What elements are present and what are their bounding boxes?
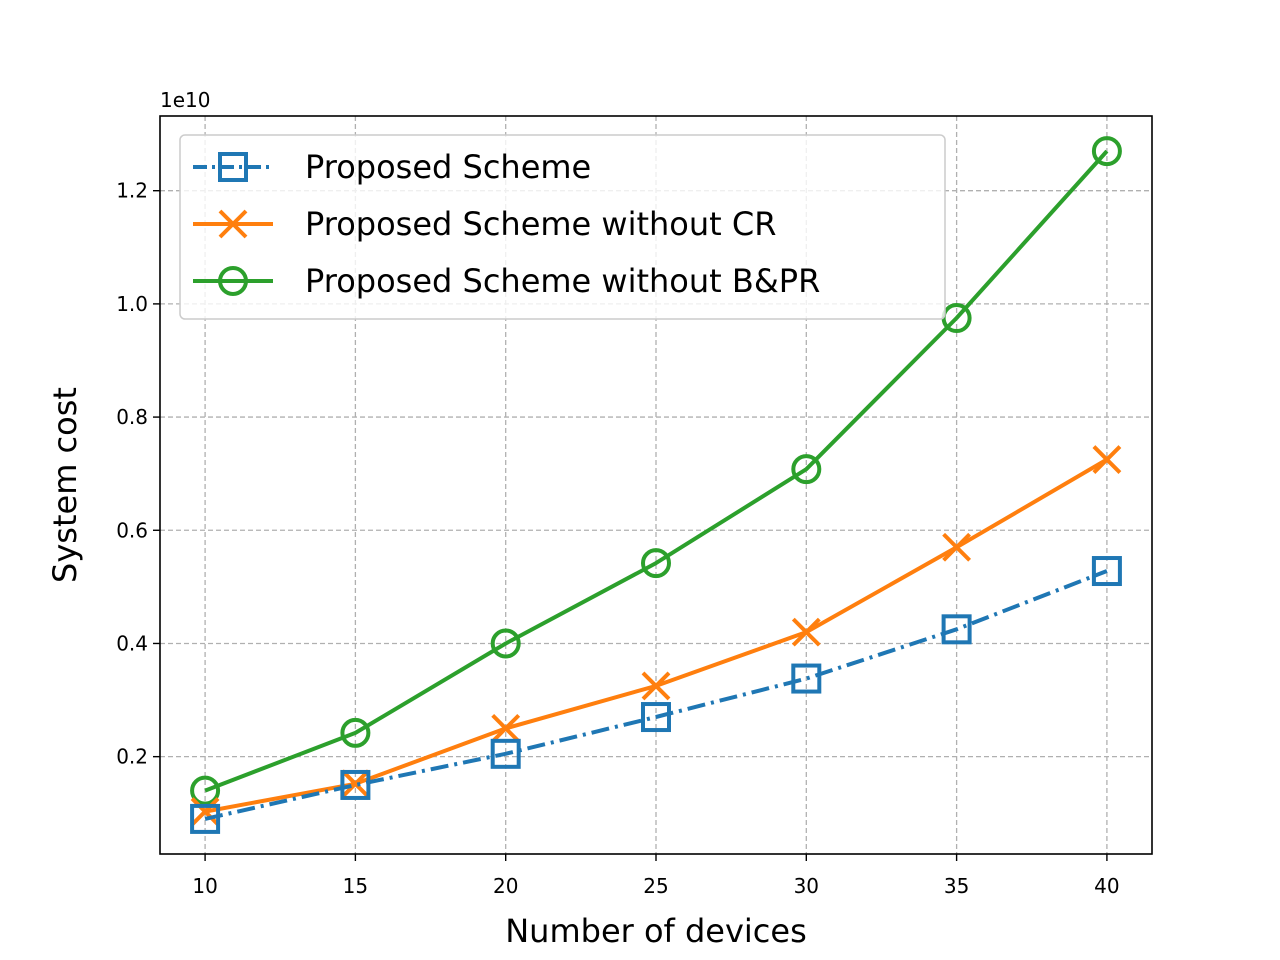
- data-point-circle: [791, 454, 822, 485]
- x-marker-stroke: [340, 769, 370, 799]
- data-point-x: [641, 671, 671, 701]
- data-point-square: [641, 702, 671, 733]
- data-point-circle: [490, 628, 521, 659]
- x-tick-label: 10: [192, 874, 217, 898]
- x-marker-stroke: [218, 209, 248, 239]
- y-offset-label: 1e10: [160, 88, 210, 112]
- data-point-square: [340, 769, 371, 800]
- data-point-x: [190, 797, 220, 826]
- x-marker-stroke: [942, 532, 972, 562]
- data-point-x: [791, 617, 821, 647]
- legend: Proposed Scheme Proposed Scheme without C…: [179, 134, 946, 320]
- data-point-square: [1091, 556, 1122, 587]
- y-tick-label: 0.2: [116, 745, 148, 769]
- series-layer: [190, 136, 1122, 834]
- data-point-x: [340, 769, 370, 799]
- data-point-x: [1092, 445, 1122, 474]
- x-tick-label: 35: [944, 874, 969, 898]
- series-circle: [190, 136, 1122, 806]
- x-marker-stroke: [641, 671, 671, 701]
- legend-box: [179, 134, 946, 320]
- x-marker-stroke: [791, 617, 821, 647]
- data-point-x: [942, 532, 972, 562]
- x-tick-label: 40: [1094, 874, 1119, 898]
- y-tick-label: 1.2: [116, 179, 148, 203]
- data-point-square: [190, 803, 221, 834]
- x-tick-label: 25: [643, 874, 668, 898]
- x-marker-stroke: [491, 713, 521, 743]
- series-line: [204, 149, 1109, 793]
- series-square: [190, 556, 1122, 834]
- y-axis-label: System cost: [46, 387, 84, 583]
- legend-marker-x: [218, 209, 248, 239]
- series-line: [204, 569, 1108, 821]
- legend-item: Proposed Scheme: [193, 148, 591, 186]
- x-marker-stroke: [190, 797, 220, 826]
- legend-marker-square: [218, 152, 248, 182]
- legend-item: Proposed Scheme without B&PR: [193, 262, 820, 300]
- data-point-circle: [340, 717, 371, 748]
- legend-marker-circle: [218, 266, 248, 296]
- legend-label: Proposed Scheme: [305, 148, 591, 186]
- axis-ticks: 10 15 20 25 30 35 40 0.2 0.4 0.6 0.8 1.0 1.2: [116, 179, 1119, 898]
- y-tick-label: 1.0: [116, 292, 148, 316]
- x-tick-label: 30: [794, 874, 819, 898]
- x-marker-stroke: [1092, 445, 1122, 474]
- data-point-x: [491, 713, 521, 743]
- y-tick-label: 0.8: [116, 405, 148, 429]
- y-tick-label: 0.4: [116, 631, 148, 655]
- data-point-square: [791, 663, 822, 694]
- x-tick-label: 15: [343, 874, 368, 898]
- data-point-circle: [1091, 136, 1122, 167]
- x-axis-label: Number of devices: [505, 912, 807, 950]
- data-point-circle: [641, 548, 671, 579]
- data-point-circle: [190, 775, 221, 806]
- data-point-square: [490, 738, 521, 769]
- legend-label: Proposed Scheme without B&PR: [305, 262, 820, 300]
- series-x: [190, 445, 1122, 826]
- data-point-square: [941, 614, 972, 645]
- legend-item: Proposed Scheme without CR: [193, 205, 776, 243]
- x-tick-label: 20: [493, 874, 518, 898]
- y-tick-label: 0.6: [116, 518, 148, 542]
- legend-label: Proposed Scheme without CR: [305, 205, 776, 243]
